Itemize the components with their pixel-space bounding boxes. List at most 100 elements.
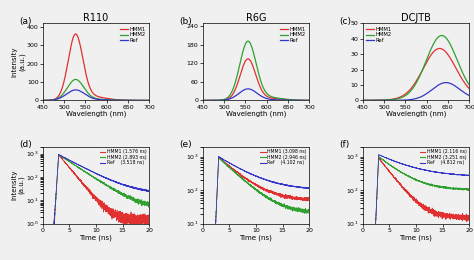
HMM1 <box>88 89 94 92</box>
Title: R6G: R6G <box>246 13 266 23</box>
HMM2 <box>306 99 312 102</box>
Line: Ref: Ref <box>202 89 309 100</box>
Ref <box>73 88 78 92</box>
Ref <box>440 81 446 84</box>
HMM1 <box>248 60 254 63</box>
HMM1 <box>360 99 365 102</box>
Y-axis label: Intensity
(a.u.): Intensity (a.u.) <box>12 47 25 77</box>
HMM2 <box>59 94 64 97</box>
Legend: HMM1 (1.576 ns), HMM2 (2.893 ns), Ref    (3.518 ns): HMM1 (1.576 ns), HMM2 (2.893 ns), Ref (3… <box>100 149 147 166</box>
HMM1 <box>423 63 428 66</box>
Text: (d): (d) <box>19 140 32 150</box>
Ref <box>146 99 152 102</box>
HMM2 <box>280 97 286 100</box>
Ref <box>466 94 472 97</box>
HMM2 <box>263 90 268 94</box>
HMM2 <box>271 96 277 99</box>
HMM2 <box>440 34 446 37</box>
HMM2 <box>360 99 365 102</box>
HMM2 <box>73 78 78 81</box>
HMM2 <box>103 98 109 101</box>
HMM1 <box>263 94 268 97</box>
Ref <box>227 97 233 100</box>
HMM1 <box>59 88 64 92</box>
HMM1 <box>387 98 393 101</box>
Text: (e): (e) <box>179 140 192 150</box>
HMM1 <box>227 96 233 99</box>
HMM1 <box>245 57 251 60</box>
Ref <box>271 98 277 101</box>
Ref <box>408 98 414 101</box>
Ref <box>103 98 109 101</box>
Ref <box>263 97 268 100</box>
Ref <box>248 88 254 91</box>
X-axis label: Time (ns): Time (ns) <box>239 234 273 241</box>
Line: HMM1: HMM1 <box>202 59 309 100</box>
Ref <box>379 99 384 102</box>
HMM1 <box>103 97 109 100</box>
HMM2 <box>227 93 233 96</box>
HMM2 <box>200 99 205 102</box>
Line: HMM2: HMM2 <box>43 80 149 100</box>
HMM1 <box>146 99 152 102</box>
HMM1 <box>40 99 46 102</box>
Title: DCJTB: DCJTB <box>401 13 431 23</box>
Ref <box>443 81 449 84</box>
HMM2 <box>146 99 152 102</box>
Legend: HMM1, HMM2, Ref: HMM1, HMM2, Ref <box>365 26 392 44</box>
Line: HMM1: HMM1 <box>363 48 469 100</box>
HMM1 <box>306 99 312 102</box>
HMM2 <box>439 34 445 37</box>
Legend: HMM1, HMM2, Ref: HMM1, HMM2, Ref <box>280 26 307 44</box>
HMM1 <box>379 99 384 102</box>
HMM1 <box>200 99 205 102</box>
HMM1 <box>431 50 437 53</box>
HMM2 <box>88 94 94 98</box>
Ref <box>40 99 46 102</box>
X-axis label: Time (ns): Time (ns) <box>80 234 112 241</box>
HMM1 <box>280 98 286 101</box>
Ref <box>120 99 126 102</box>
HMM1 <box>219 99 224 102</box>
HMM2 <box>466 83 472 87</box>
HMM2 <box>248 43 254 47</box>
Line: HMM2: HMM2 <box>363 36 469 100</box>
Legend: HMM1, HMM2, Ref: HMM1, HMM2, Ref <box>120 26 146 44</box>
Ref <box>200 99 205 102</box>
Ref <box>280 99 286 102</box>
Text: (a): (a) <box>19 17 32 26</box>
HMM2 <box>40 99 46 102</box>
HMM1 <box>437 47 442 50</box>
Text: (b): (b) <box>179 17 192 26</box>
HMM1 <box>120 99 126 102</box>
Ref <box>423 93 428 96</box>
Ref <box>59 96 64 99</box>
X-axis label: Wavelength (nm): Wavelength (nm) <box>226 111 286 118</box>
Ref <box>111 99 117 102</box>
HMM2 <box>379 99 384 102</box>
Ref <box>245 87 251 90</box>
HMM1 <box>408 87 414 90</box>
HMM2 <box>408 89 414 92</box>
HMM1 <box>271 97 277 100</box>
HMM1 <box>466 87 472 90</box>
Line: HMM1: HMM1 <box>43 34 149 100</box>
Legend: HMM1 (3.098 ns), HMM2 (2.946 ns), Ref    (4.102 ns): HMM1 (3.098 ns), HMM2 (2.946 ns), Ref (4… <box>260 149 307 166</box>
Legend: HMM1 (2.116 ns), HMM2 (3.251 ns), Ref    (4.812 ns): HMM1 (2.116 ns), HMM2 (3.251 ns), Ref (4… <box>419 149 467 166</box>
HMM2 <box>423 61 428 64</box>
HMM1 <box>73 32 78 36</box>
Ref <box>67 90 73 93</box>
Line: Ref: Ref <box>43 90 149 100</box>
X-axis label: Wavelength (nm): Wavelength (nm) <box>386 111 446 118</box>
HMM2 <box>387 98 393 101</box>
Text: (f): (f) <box>339 140 349 150</box>
HMM1 <box>440 48 446 51</box>
HMM2 <box>67 82 73 85</box>
Title: R110: R110 <box>83 13 109 23</box>
Ref <box>306 99 312 102</box>
X-axis label: Wavelength (nm): Wavelength (nm) <box>66 111 126 118</box>
Y-axis label: Intensity
(a.u.): Intensity (a.u.) <box>11 170 25 200</box>
Ref <box>88 96 94 99</box>
HMM2 <box>111 99 117 102</box>
Ref <box>360 99 365 102</box>
